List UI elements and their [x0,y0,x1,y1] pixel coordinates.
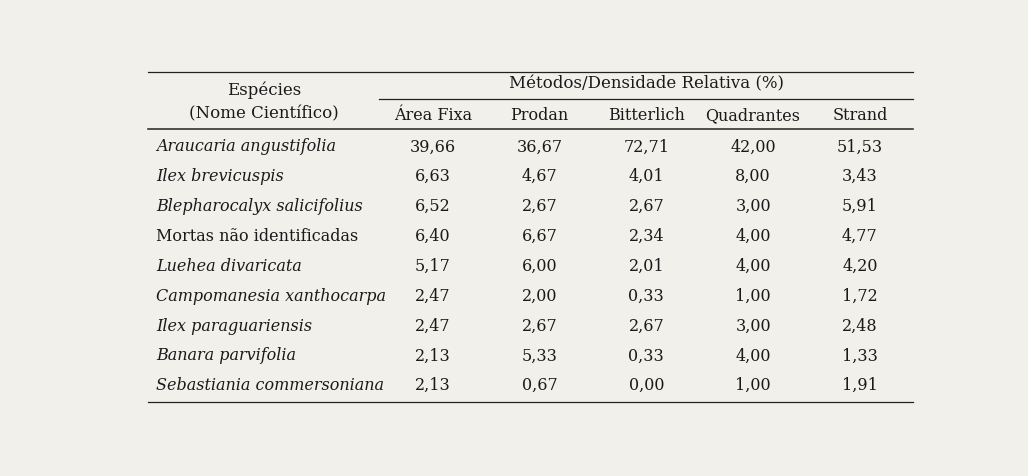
Text: Blepharocalyx salicifolius: Blepharocalyx salicifolius [156,198,363,215]
Text: 1,72: 1,72 [842,288,878,305]
Text: Mortas não identificadas: Mortas não identificadas [156,228,359,245]
Text: 6,63: 6,63 [415,169,450,185]
Text: 4,00: 4,00 [735,228,771,245]
Text: 6,67: 6,67 [521,228,557,245]
Text: 2,67: 2,67 [522,317,557,335]
Text: 6,52: 6,52 [415,198,450,215]
Text: 4,20: 4,20 [842,258,878,275]
Text: 2,00: 2,00 [522,288,557,305]
Text: 72,71: 72,71 [623,139,669,156]
Text: Araucaria angustifolia: Araucaria angustifolia [156,139,336,156]
Text: 6,00: 6,00 [522,258,557,275]
Text: 2,67: 2,67 [628,317,664,335]
Text: 4,77: 4,77 [842,228,878,245]
Text: 51,53: 51,53 [837,139,883,156]
Text: 6,40: 6,40 [415,228,450,245]
Text: 2,67: 2,67 [522,198,557,215]
Text: 0,33: 0,33 [628,347,664,364]
Text: Quadrantes: Quadrantes [705,107,801,124]
Text: Campomanesia xanthocarpa: Campomanesia xanthocarpa [156,288,387,305]
Text: Espécies
(Nome Científico): Espécies (Nome Científico) [189,81,339,122]
Text: 2,67: 2,67 [628,198,664,215]
Text: 4,00: 4,00 [735,347,771,364]
Text: Banara parvifolia: Banara parvifolia [156,347,296,364]
Text: 2,01: 2,01 [628,258,664,275]
Text: 4,67: 4,67 [522,169,557,185]
Text: 36,67: 36,67 [516,139,562,156]
Text: 2,13: 2,13 [415,347,450,364]
Text: 42,00: 42,00 [730,139,776,156]
Text: Luehea divaricata: Luehea divaricata [156,258,302,275]
Text: Strand: Strand [833,107,887,124]
Text: 39,66: 39,66 [410,139,455,156]
Text: Métodos/Densidade Relativa (%): Métodos/Densidade Relativa (%) [509,76,784,93]
Text: Área Fixa: Área Fixa [394,107,472,124]
Text: 3,00: 3,00 [735,317,771,335]
Text: 4,01: 4,01 [628,169,664,185]
Text: 5,33: 5,33 [521,347,557,364]
Text: 1,00: 1,00 [735,377,771,394]
Text: 3,00: 3,00 [735,198,771,215]
Text: 0,00: 0,00 [628,377,664,394]
Text: 1,00: 1,00 [735,288,771,305]
Text: 3,43: 3,43 [842,169,878,185]
Text: 2,47: 2,47 [415,317,450,335]
Text: 1,33: 1,33 [842,347,878,364]
Text: 5,17: 5,17 [415,258,450,275]
Text: Bitterlich: Bitterlich [608,107,685,124]
Text: Ilex brevicuspis: Ilex brevicuspis [156,169,284,185]
Text: 5,91: 5,91 [842,198,878,215]
Text: 2,47: 2,47 [415,288,450,305]
Text: 0,33: 0,33 [628,288,664,305]
Text: Prodan: Prodan [511,107,568,124]
Text: 2,34: 2,34 [628,228,664,245]
Text: 0,67: 0,67 [522,377,557,394]
Text: 2,13: 2,13 [415,377,450,394]
Text: 8,00: 8,00 [735,169,771,185]
Text: Ilex paraguariensis: Ilex paraguariensis [156,317,313,335]
Text: Sebastiania commersoniana: Sebastiania commersoniana [156,377,384,394]
Text: 2,48: 2,48 [842,317,878,335]
Text: 4,00: 4,00 [735,258,771,275]
Text: 1,91: 1,91 [842,377,878,394]
